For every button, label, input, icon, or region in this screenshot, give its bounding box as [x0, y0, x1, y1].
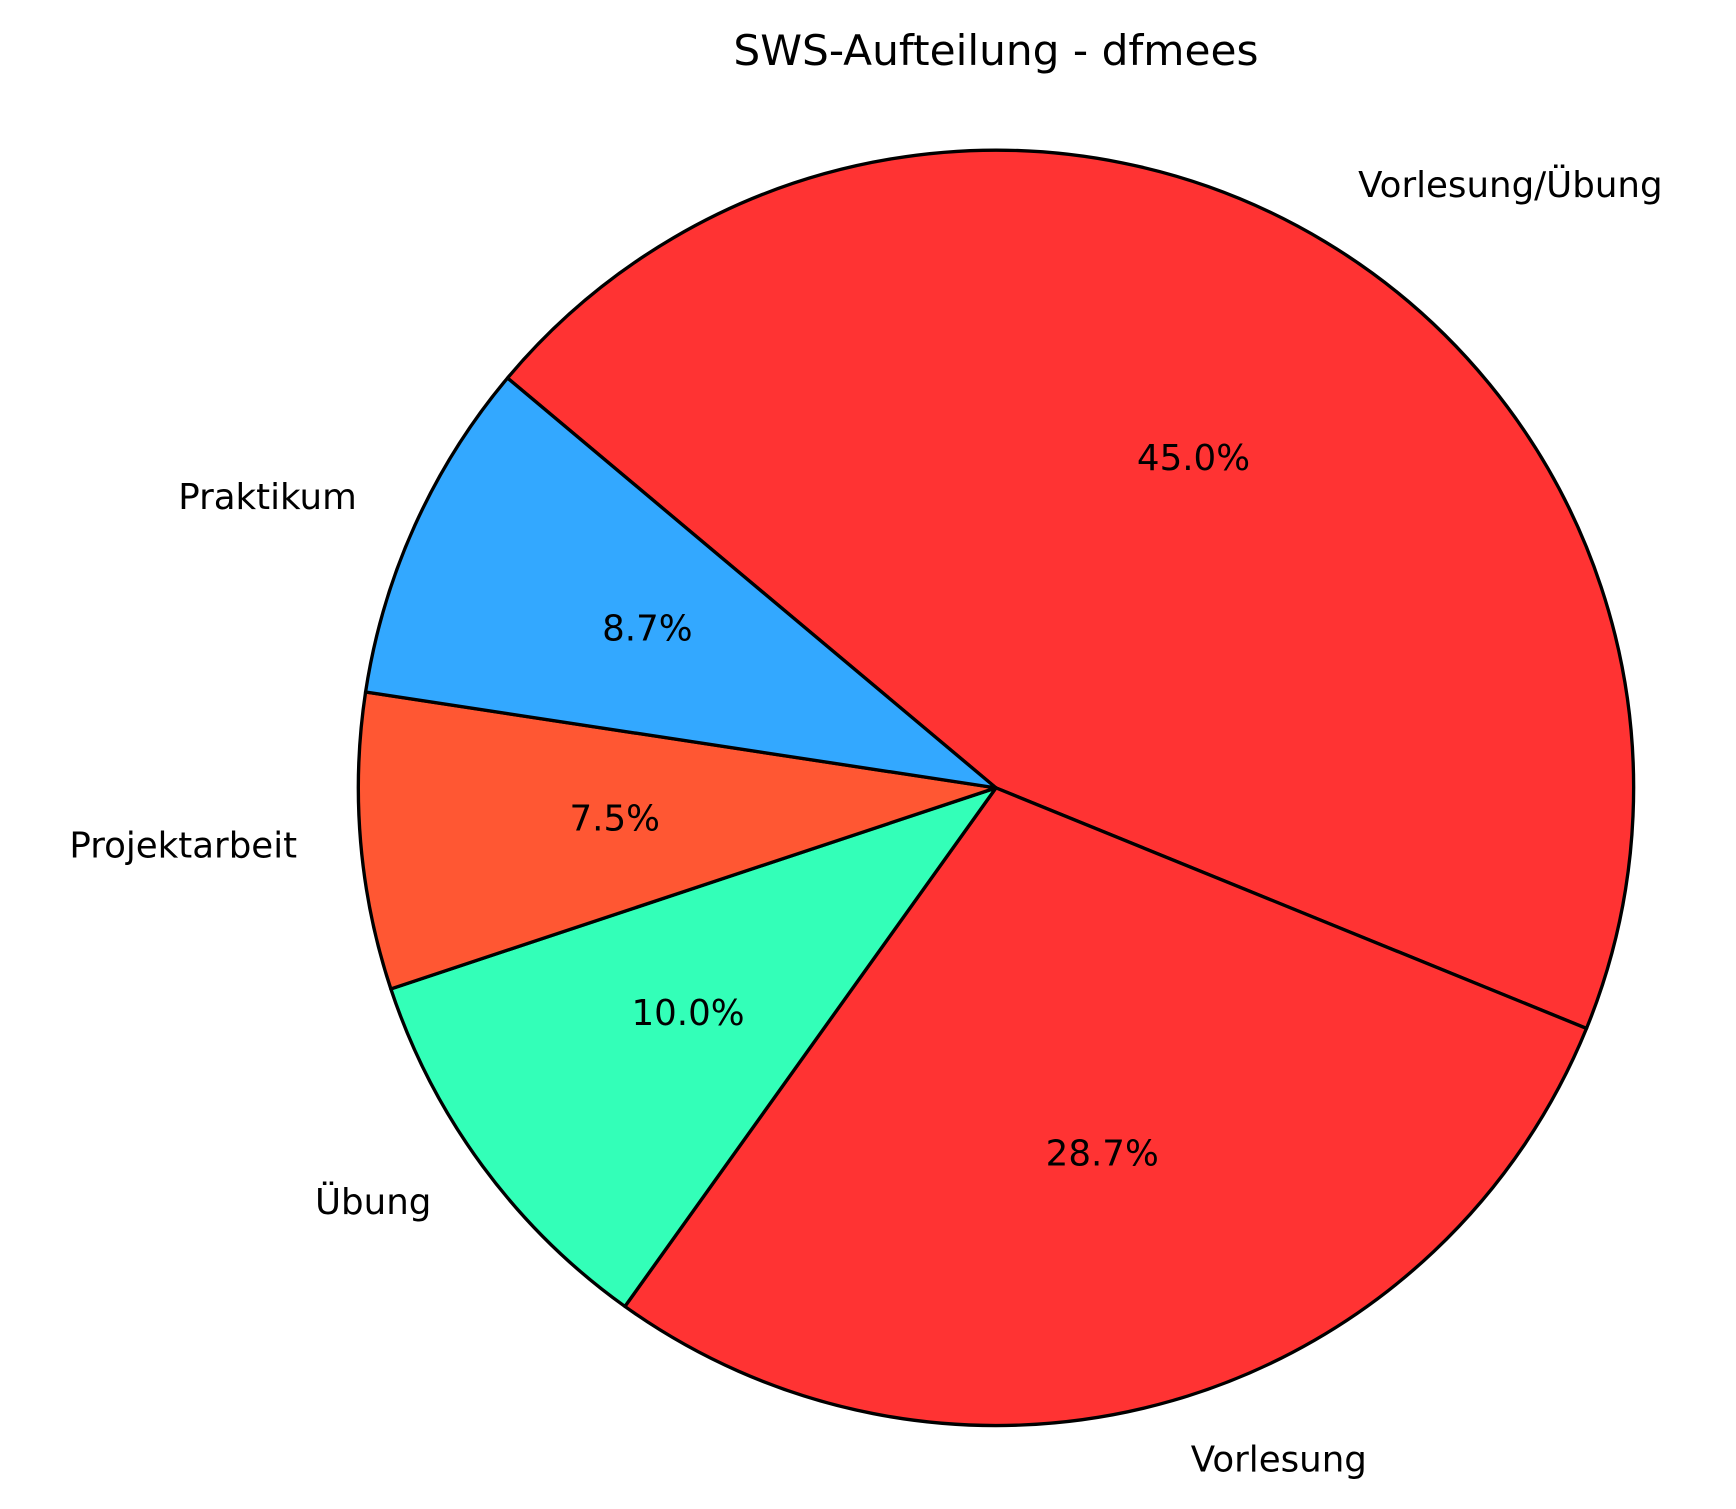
slice-label: Übung [315, 1181, 431, 1223]
chart-title: SWS-Aufteilung - dfmees [733, 26, 1258, 75]
value-label: 10.0% [631, 993, 744, 1034]
value-label: 7.5% [570, 798, 660, 839]
pie-slice [505, 148, 1636, 1031]
slice-label: Vorlesung/Übung [1358, 164, 1663, 206]
slice-label: Projektarbeit [69, 825, 297, 866]
pie-slice [363, 376, 998, 790]
slice-label: Vorlesung [1191, 1440, 1367, 1481]
value-label: 8.7% [602, 608, 692, 649]
value-label: 45.0% [1137, 438, 1250, 479]
pie-slice [356, 690, 998, 991]
pie-slice [389, 786, 998, 1309]
pie-slice [623, 786, 1589, 1428]
value-label: 28.7% [1046, 1133, 1159, 1174]
slice-label: Praktikum [178, 477, 357, 518]
